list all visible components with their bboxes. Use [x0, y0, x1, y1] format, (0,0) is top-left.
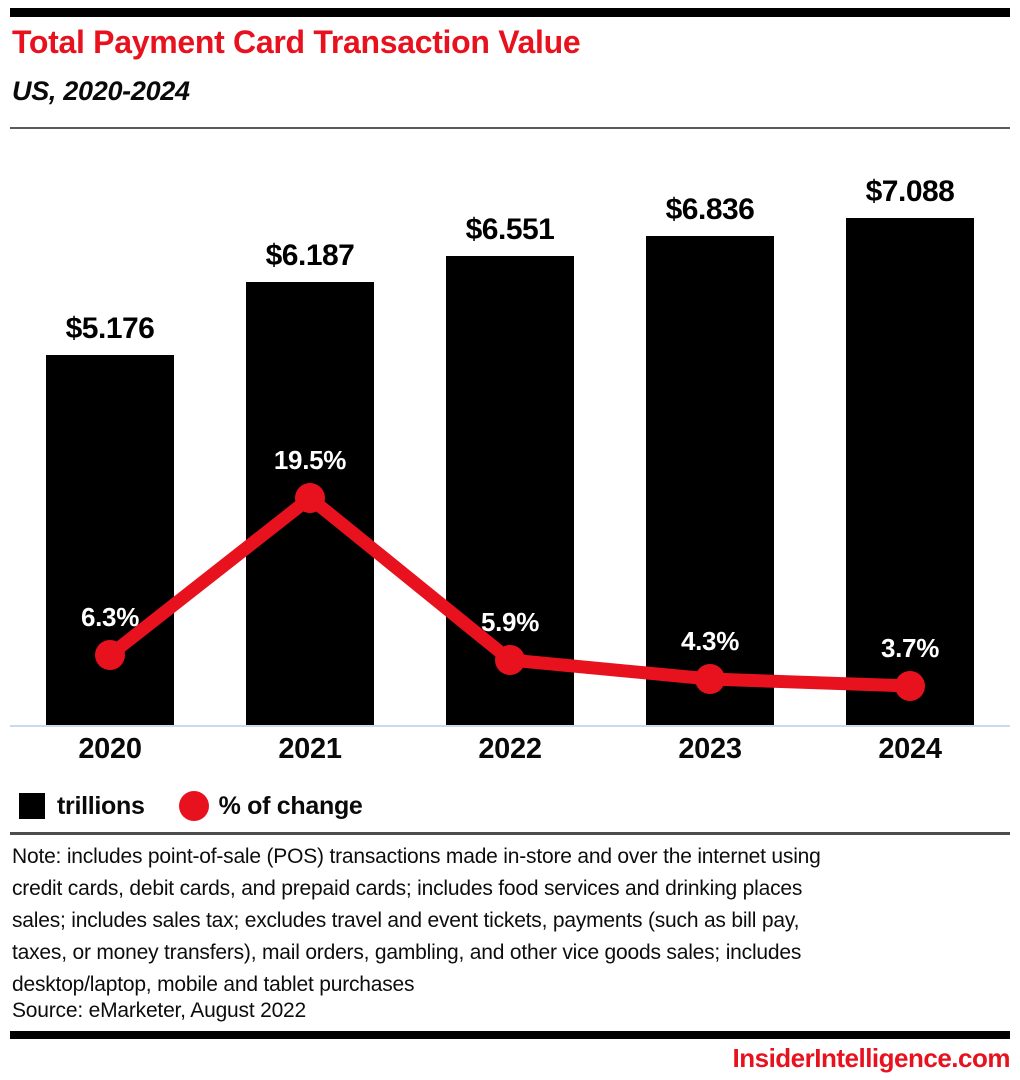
pct-label-2024: 3.7%: [880, 633, 940, 663]
chart-area: $5.176 2020 $6.187 2021 $6.551 2022 $6.836 2023…: [10, 140, 1010, 765]
line-dot-2023: [695, 664, 725, 694]
header-divider: [10, 127, 1010, 129]
bar-value-label-2022: $6.551: [465, 213, 555, 246]
x-tick-2020: 2020: [78, 733, 142, 765]
line-series-swatch-icon: [178, 791, 209, 821]
line-dot-2020: [95, 640, 125, 670]
bar-2024: [846, 218, 974, 725]
x-tick-2024: 2024: [878, 733, 942, 765]
pct-label-2021: 19.5%: [273, 445, 347, 475]
bar-series-swatch-icon: [19, 793, 45, 819]
x-tick-2022: 2022: [478, 733, 542, 765]
pct-label-2022: 5.9%: [480, 607, 540, 637]
note-text: Note: includes point-of-sale (POS) trans…: [12, 845, 821, 996]
legend-label-pct-change: % of change: [218, 791, 363, 820]
bar-value-label-2020: $5.176: [65, 312, 155, 345]
top-accent-bar: [10, 8, 1010, 17]
chart-legend: trillions % of change: [19, 790, 363, 822]
line-dot-2024: [895, 671, 925, 701]
footer-divider: [10, 832, 1010, 835]
bar-value-label-2023: $6.836: [665, 193, 755, 226]
legend-label-trillions: trillions: [57, 791, 145, 820]
bottom-accent-bar: [10, 1031, 1010, 1039]
x-tick-2023: 2023: [678, 733, 742, 765]
pct-label-2023: 4.3%: [680, 626, 740, 656]
chart-title: Total Payment Card Transaction Value: [12, 24, 581, 60]
bar-value-label-2021: $6.187: [265, 239, 355, 272]
bar-value-label-2024: $7.088: [865, 175, 955, 208]
line-dot-2021: [295, 483, 325, 513]
source-text: Source: eMarketer, August 2022: [12, 999, 307, 1022]
pct-label-2020: 6.3%: [80, 602, 140, 632]
x-tick-2021: 2021: [278, 733, 342, 765]
brand-text: InsiderIntelligence.com: [732, 1043, 1011, 1073]
line-dot-2022: [495, 645, 525, 675]
chart-subtitle: US, 2020-2024: [12, 76, 190, 106]
pct-change-line-layer: [95, 483, 925, 701]
bar-2023: [646, 236, 774, 725]
